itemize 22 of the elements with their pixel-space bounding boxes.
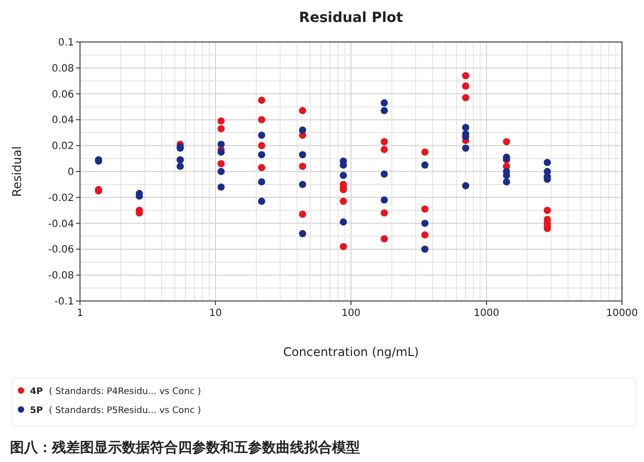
- y-tick-label: -0.02: [48, 192, 74, 204]
- x-axis-title: Concentration (ng/mL): [283, 345, 419, 359]
- y-tick-label: 0.1: [58, 38, 74, 48]
- y-tick-label: -0.1: [54, 296, 74, 308]
- y-tick-label: -0.08: [48, 270, 74, 282]
- chart-title: Residual Plot: [299, 10, 404, 26]
- y-axis-title: Residual: [10, 146, 24, 197]
- x-tick-label: 100: [341, 308, 361, 319]
- y-tick-label: 0.04: [52, 115, 74, 126]
- x-tick-label: 10: [209, 308, 222, 319]
- x-tick-label: 1: [76, 308, 84, 319]
- y-tick-label: 0.02: [52, 141, 74, 152]
- x-tick-label: 1000: [474, 308, 500, 319]
- y-tick-label: 0.08: [52, 63, 74, 74]
- y-tick-label: 0: [68, 167, 74, 178]
- x-tick-label: 10000: [606, 308, 638, 319]
- legend-label: 4P ( Standards: P4Residu... vs Conc ): [30, 387, 202, 397]
- y-tick-label: -0.06: [48, 244, 74, 256]
- legend-label: 5P ( Standards: P5Residu... vs Conc ): [30, 406, 202, 416]
- y-tick-label: -0.04: [48, 218, 74, 230]
- text: 图八：残差图显示数据符合四参数和五参数曲线拟合模型: [10, 439, 360, 456]
- y-tick-label: 0.06: [52, 89, 74, 100]
